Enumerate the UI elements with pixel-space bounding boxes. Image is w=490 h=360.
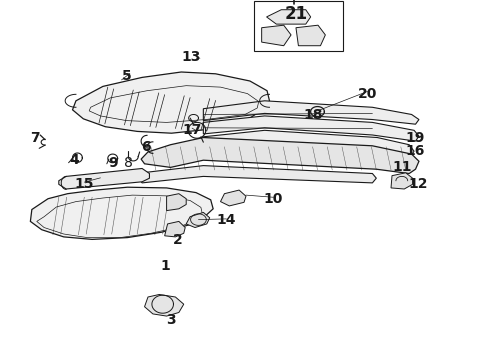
Polygon shape bbox=[30, 187, 213, 239]
Text: 14: 14 bbox=[217, 213, 236, 227]
Text: 11: 11 bbox=[392, 161, 412, 174]
Polygon shape bbox=[59, 168, 149, 189]
Polygon shape bbox=[203, 101, 419, 124]
Polygon shape bbox=[203, 116, 419, 141]
Polygon shape bbox=[220, 190, 246, 206]
Text: 16: 16 bbox=[406, 144, 425, 158]
Polygon shape bbox=[73, 72, 270, 133]
Text: 10: 10 bbox=[264, 192, 283, 206]
Text: 2: 2 bbox=[172, 234, 182, 247]
Polygon shape bbox=[165, 221, 185, 237]
Text: 4: 4 bbox=[70, 153, 79, 167]
Polygon shape bbox=[186, 212, 210, 228]
Polygon shape bbox=[262, 25, 291, 46]
Text: 20: 20 bbox=[358, 87, 377, 100]
Polygon shape bbox=[203, 130, 414, 157]
Polygon shape bbox=[141, 138, 419, 174]
Text: 17: 17 bbox=[182, 123, 202, 137]
Text: 5: 5 bbox=[122, 69, 131, 82]
Text: 9: 9 bbox=[108, 156, 118, 170]
Text: 12: 12 bbox=[409, 177, 428, 191]
Text: 6: 6 bbox=[141, 140, 151, 154]
Polygon shape bbox=[138, 166, 376, 183]
Polygon shape bbox=[391, 173, 413, 189]
Bar bbox=[254, 1, 343, 51]
Text: 1: 1 bbox=[161, 259, 171, 273]
Text: 8: 8 bbox=[124, 156, 133, 170]
Text: 13: 13 bbox=[181, 50, 201, 64]
Polygon shape bbox=[296, 25, 325, 46]
Polygon shape bbox=[267, 10, 311, 24]
Text: 7: 7 bbox=[30, 131, 40, 144]
Text: 19: 19 bbox=[406, 131, 425, 144]
Text: 3: 3 bbox=[166, 313, 175, 327]
Text: 15: 15 bbox=[74, 177, 94, 191]
Polygon shape bbox=[145, 294, 184, 316]
Polygon shape bbox=[167, 194, 186, 211]
Text: 21: 21 bbox=[285, 5, 308, 23]
Text: 18: 18 bbox=[304, 108, 323, 122]
